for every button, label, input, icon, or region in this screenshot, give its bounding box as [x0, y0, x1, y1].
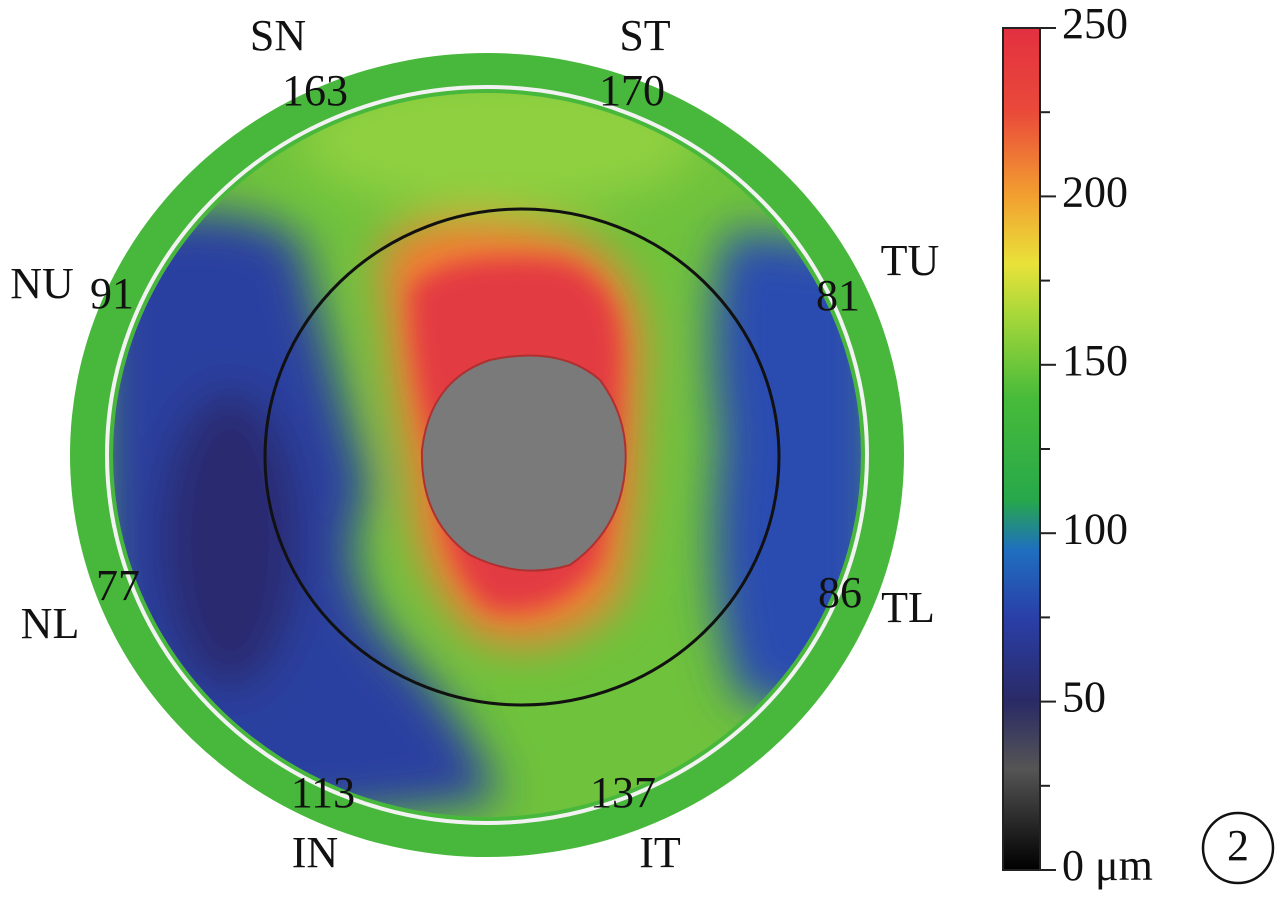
sector-label: TU — [881, 236, 940, 285]
figure-number: 2 — [1227, 821, 1249, 870]
figure-number-circle — [1201, 811, 1275, 885]
sector-value: 91 — [90, 269, 134, 318]
sector-label: NL — [21, 599, 80, 648]
optic-cup — [420, 354, 627, 572]
sector-label: TL — [881, 583, 935, 632]
tick-label: 50 — [1062, 673, 1106, 722]
sector-value: 77 — [96, 561, 140, 610]
inner-circle — [263, 207, 781, 707]
tick-label: 200 — [1062, 167, 1128, 216]
sector-value: 86 — [818, 568, 862, 617]
sector-label: ST — [619, 11, 670, 60]
sector-label: SN — [250, 11, 306, 60]
colorbar — [1002, 27, 1041, 871]
white-ring — [105, 85, 869, 825]
sector-label: IT — [639, 828, 681, 877]
sector-value: 137 — [590, 768, 656, 817]
sector-value: 113 — [291, 768, 355, 817]
sector-value: 170 — [599, 66, 665, 115]
tick-label: 250 — [1062, 0, 1128, 48]
tick-label: 0 μm — [1062, 841, 1153, 890]
tick-label: 100 — [1062, 504, 1128, 553]
tick-label: 150 — [1062, 336, 1128, 385]
thickness-map — [70, 53, 904, 857]
sector-value: 163 — [282, 66, 348, 115]
sector-label: NU — [10, 259, 74, 308]
sector-label: IN — [292, 828, 338, 877]
sector-value: 81 — [816, 271, 860, 320]
